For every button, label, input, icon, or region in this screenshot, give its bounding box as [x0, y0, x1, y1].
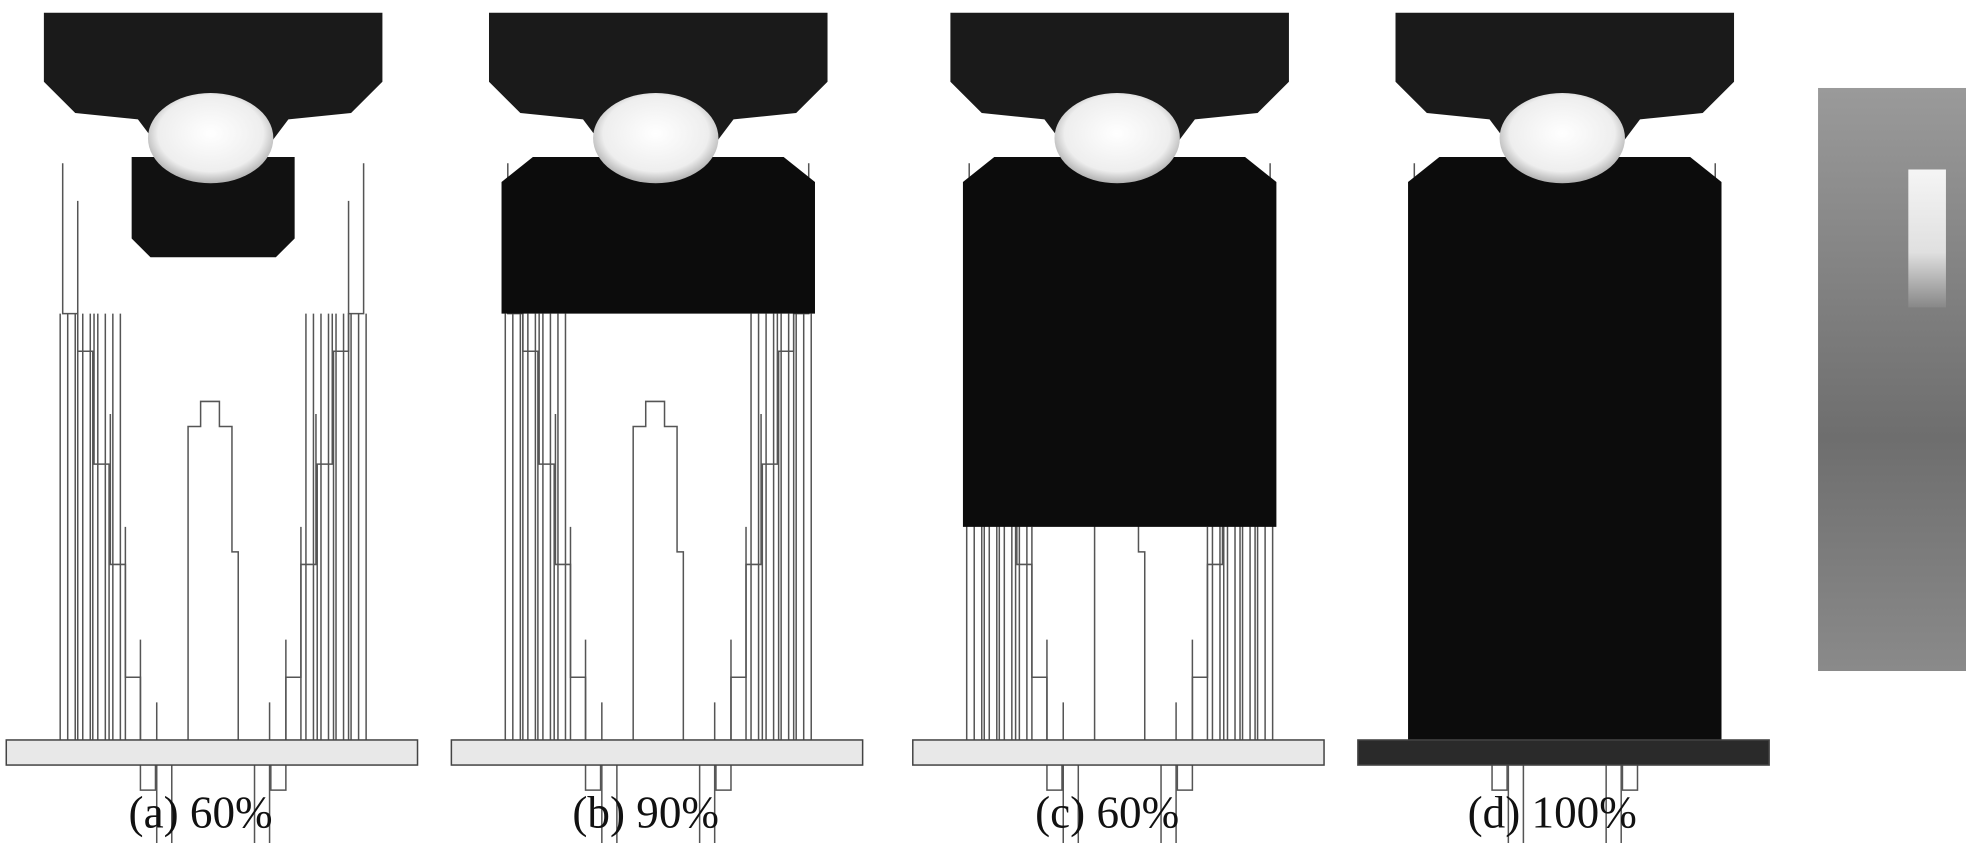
- panel-caption: (b) 90%: [572, 788, 719, 838]
- billet-head: [1054, 93, 1179, 183]
- filled-region: [963, 157, 1276, 527]
- figure: (a) 60% (b) 90% (c) 60% (d) 100%: [0, 0, 1966, 843]
- mesh-line: [1177, 640, 1192, 790]
- panel-caption: (c) 60%: [1035, 788, 1179, 838]
- base-plate: [1358, 740, 1769, 765]
- mesh-line: [716, 640, 731, 790]
- panel-caption: (d) 100%: [1468, 788, 1637, 838]
- color-scale: [1818, 88, 1966, 671]
- base-plate: [913, 740, 1324, 765]
- mesh-line: [271, 640, 286, 790]
- panel-caption: (a) 60%: [129, 788, 273, 838]
- filled-region: [1408, 157, 1721, 743]
- billet-head: [148, 93, 273, 183]
- base-plate: [6, 740, 417, 765]
- billet-head: [593, 93, 718, 183]
- mesh-line: [188, 401, 238, 740]
- mesh-line: [1192, 527, 1207, 740]
- mesh-line: [570, 527, 585, 740]
- panel: [913, 13, 1324, 843]
- panel: [6, 13, 417, 843]
- mesh-line: [633, 401, 683, 740]
- mesh-line: [586, 640, 601, 790]
- panel: [1358, 13, 1769, 843]
- panel: [451, 13, 862, 843]
- page: {"figure": {"panels": [ {"caption": "(a)…: [0, 0, 1966, 843]
- mesh-line: [286, 527, 301, 740]
- mesh-line: [317, 314, 332, 740]
- mesh-line: [539, 314, 554, 740]
- mesh-line: [125, 527, 140, 740]
- mesh-line: [731, 527, 746, 740]
- mesh-line: [1032, 527, 1047, 740]
- mesh-line: [94, 314, 109, 740]
- mesh-line: [1047, 640, 1062, 790]
- mesh-line: [762, 314, 777, 740]
- billet-head: [1500, 93, 1625, 183]
- base-plate: [451, 740, 862, 765]
- mesh-line: [140, 640, 155, 790]
